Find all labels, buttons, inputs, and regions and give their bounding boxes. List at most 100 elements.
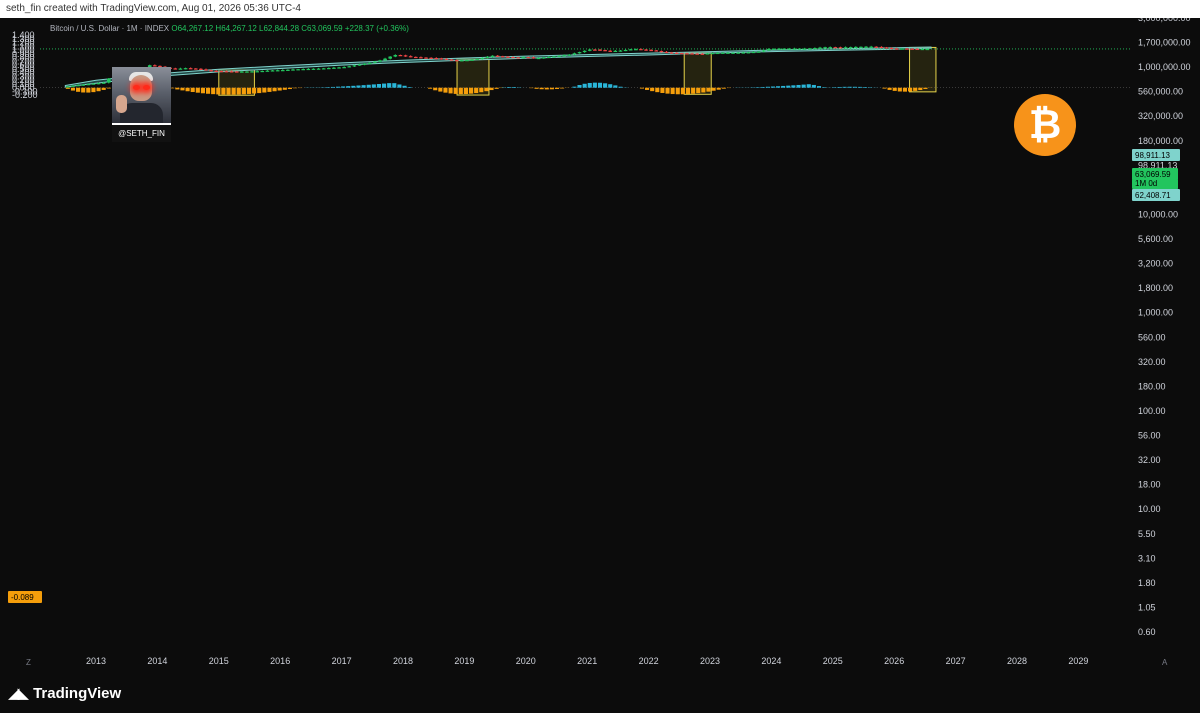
regression-band [64, 46, 932, 88]
oscillator-bar-155 [887, 87, 892, 90]
header-credit-text: seth_fin created with TradingView.com, A… [6, 3, 301, 14]
right-axis-tick-5: 320,000.00 [1138, 111, 1183, 121]
oscillator-bar-91 [544, 87, 549, 90]
oscillator-bar-33 [231, 87, 236, 95]
avatar-photo [112, 67, 171, 123]
oscillator-bar-142 [822, 87, 827, 88]
candle-body-55 [342, 67, 346, 69]
candle-body-68 [408, 56, 413, 58]
oscillator-bar-156 [892, 87, 897, 91]
right-axis-tick-20: 18.00 [1138, 480, 1161, 490]
right-axis-tick-17: 100.00 [1138, 406, 1166, 416]
candle-body-79 [465, 60, 469, 62]
x-axis-tick-2020: 2020 [516, 656, 536, 666]
candle-body-149 [823, 47, 827, 49]
oscillator-bar-43 [282, 87, 287, 90]
candle-body-29 [209, 70, 213, 72]
candle-body-27 [199, 68, 203, 70]
candle-body-138 [767, 48, 771, 51]
right-axis-tick-21: 10.00 [1138, 504, 1161, 514]
oscillator-bar-146 [842, 86, 847, 88]
legend-ohlc: O64,267.12 H64,267.12 L62,844.28 C63,069… [171, 24, 409, 33]
candle-body-115 [649, 49, 653, 52]
candle-body-92 [531, 57, 536, 59]
band-bottom-tag: 62,408.71 [1135, 191, 1171, 200]
candle-body-40 [265, 70, 270, 72]
left-axis-tick-13: 0.200 [12, 75, 35, 85]
oscillator-bar-149 [857, 86, 862, 88]
right-axis-tick-18: 56.00 [1138, 431, 1161, 441]
oscillator-bar-160 [913, 87, 918, 91]
candle-body-45 [291, 69, 295, 71]
candle-body-78 [460, 60, 464, 62]
candle-body-89 [516, 57, 520, 59]
oscillator-bar-105 [618, 86, 623, 88]
oscillator-bar-116 [685, 87, 691, 95]
candle-body-77 [454, 60, 459, 62]
oscillator-bar-75 [463, 87, 468, 95]
oscillator-bar-41 [272, 87, 277, 92]
candle-body-9 [106, 78, 111, 83]
time-axis-left-label: Z [26, 658, 31, 667]
symbol-legend: Bitcoin / U.S. Dollar · 1M · INDEX O64,2… [50, 24, 409, 33]
band-top-tag-bg [1132, 149, 1180, 161]
oscillator-bar-60 [371, 84, 376, 88]
candle-body-65 [393, 55, 398, 57]
x-axis-tick-2021: 2021 [577, 656, 597, 666]
left-axis-tick-9: 0.600 [12, 60, 35, 70]
x-axis-tick-2015: 2015 [209, 656, 229, 666]
avatar-label: @SETH_FIN [112, 125, 171, 142]
oscillator-bar-147 [847, 86, 852, 88]
candle-body-155 [854, 46, 858, 49]
candle-body-39 [260, 70, 265, 73]
oscillator-bar-44 [287, 87, 292, 90]
oscillator-bar-3 [76, 87, 81, 92]
right-axis-tick-19: 32.00 [1138, 455, 1161, 465]
oscillator-bar-108 [645, 87, 650, 90]
oscillator-bar-159 [908, 87, 913, 92]
left-axis-tick-5: 1.000 [12, 45, 35, 55]
oscillator-bar-150 [862, 87, 868, 88]
x-axis-tick-2019: 2019 [454, 656, 474, 666]
oscillator-bar-148 [852, 86, 857, 88]
oscillator-bar-109 [650, 87, 655, 92]
candle-body-76 [449, 59, 454, 61]
oscillator-bar-119 [701, 87, 706, 93]
candle-body-80 [470, 59, 474, 61]
candle-body-146 [807, 48, 812, 50]
candle-body-119 [669, 52, 674, 54]
oscillator-bar-138 [801, 84, 806, 88]
current-price-tag: 63,069.59 [1135, 170, 1171, 179]
oscillator-bar-141 [816, 86, 822, 88]
x-axis-tick-2017: 2017 [332, 656, 352, 666]
oscillator-bar-107 [639, 87, 645, 89]
x-axis-tick-2018: 2018 [393, 656, 413, 666]
right-axis-tick-3: 1,000,000.00 [1138, 62, 1191, 72]
oscillator-bar-94 [560, 87, 565, 89]
tradingview-logo[interactable]: ◢◣ TradingView [8, 684, 121, 702]
candle-body-158 [869, 46, 873, 48]
oscillator-bar-57 [356, 85, 361, 88]
candle-body-75 [444, 58, 449, 61]
oscillator-bar-121 [711, 87, 716, 91]
candle-body-111 [628, 49, 633, 51]
candle-body-168 [920, 48, 925, 51]
oscillator-value-tag-bg [8, 591, 42, 603]
price-chart[interactable]: 1.4001.3001.2001.1001.0000.9000.8000.700… [0, 18, 1200, 683]
left-axis-tick-17: -0.200 [12, 90, 38, 100]
candle-body-71 [424, 57, 428, 59]
oscillator-bar-68 [428, 87, 433, 89]
oscillator-bar-80 [489, 87, 494, 91]
left-axis-tick-12: 0.300 [12, 71, 35, 81]
candle-body-67 [403, 55, 408, 57]
candle-body-63 [383, 58, 387, 61]
candle-body-62 [378, 60, 382, 62]
candle-body-34 [234, 71, 239, 73]
oscillator-bar-103 [608, 84, 613, 88]
interval-tag: 1M 0d [1135, 179, 1157, 188]
oscillator-bar-37 [252, 87, 257, 94]
oscillator-bar-137 [796, 84, 801, 88]
oscillator-bar-118 [696, 87, 701, 94]
candle-body-157 [864, 46, 868, 48]
oscillator-bar-40 [267, 87, 272, 92]
